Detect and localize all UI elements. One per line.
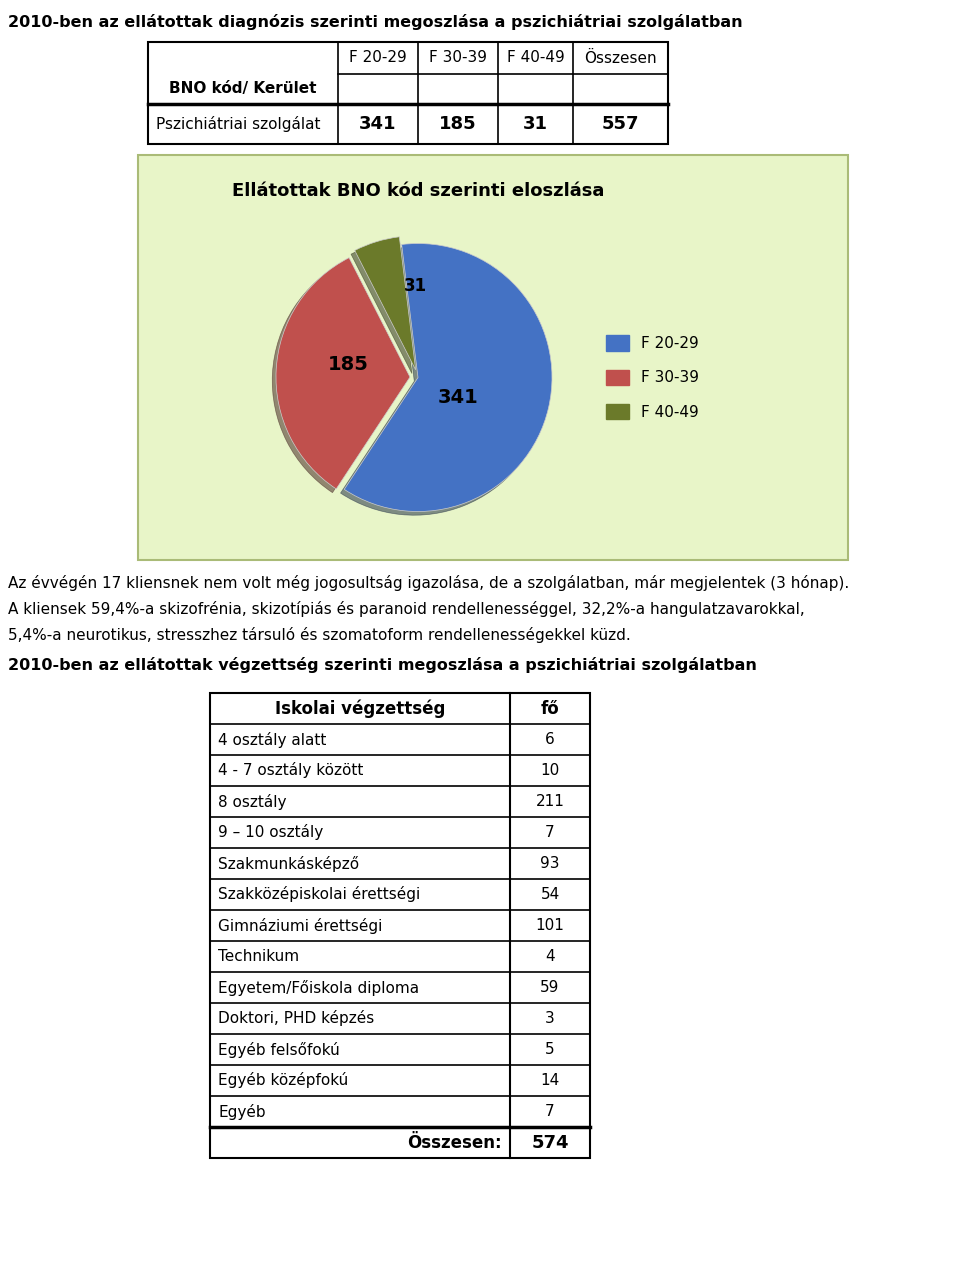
Text: 7: 7 [545,1103,555,1119]
Text: 185: 185 [328,355,369,374]
Text: Egyéb felsőfokú: Egyéb felsőfokú [218,1042,340,1057]
Text: 5,4%-a neurotikus, stresszhez társuló és szomatoform rendellenességekkel küzd.: 5,4%-a neurotikus, stresszhez társuló és… [8,628,631,643]
Text: 7: 7 [545,826,555,840]
Text: Egyetem/Főiskola diploma: Egyetem/Főiskola diploma [218,980,420,995]
Text: 14: 14 [540,1073,560,1088]
Text: 9 – 10 osztály: 9 – 10 osztály [218,824,324,841]
Text: 93: 93 [540,856,560,871]
Text: 2010-ben az ellátottak diagnózis szerinti megoszlása a pszichiátriai szolgálatba: 2010-ben az ellátottak diagnózis szerint… [8,14,743,30]
Wedge shape [276,257,410,489]
Text: 8 osztály: 8 osztály [218,793,286,809]
Text: Doktori, PHD képzés: Doktori, PHD képzés [218,1011,374,1026]
Text: 4 - 7 osztály között: 4 - 7 osztály között [218,763,364,778]
Text: fő: fő [540,700,560,718]
Bar [210,693,590,1157]
Text: Technikum: Technikum [218,949,300,964]
Text: 31: 31 [404,278,427,296]
Text: Egyéb: Egyéb [218,1103,266,1120]
Text: 557: 557 [602,114,639,132]
Text: Szakközépiskolai érettségi: Szakközépiskolai érettségi [218,886,420,903]
Text: 574: 574 [531,1133,568,1151]
Text: Szakmunkásképző: Szakmunkásképző [218,855,359,872]
Text: 101: 101 [536,918,564,934]
Text: BNO kód/ Kerület: BNO kód/ Kerület [169,81,317,96]
Bar [138,156,848,559]
Text: F 20-29: F 20-29 [349,50,407,66]
Text: A kliensek 59,4%-a skizofrénia, skizotípiás és paranoid rendellenességgel, 32,2%: A kliensek 59,4%-a skizofrénia, skizotíp… [8,601,804,617]
Text: Összesen: Összesen [585,50,657,66]
Text: F 30-39: F 30-39 [429,50,487,66]
Bar [148,42,668,144]
Text: Az évvégén 17 kliensnek nem volt még jogosultság igazolása, de a szolgálatban, m: Az évvégén 17 kliensnek nem volt még jog… [8,575,850,592]
Text: 185: 185 [439,114,477,132]
Title: Ellátottak BNO kód szerinti eloszlása: Ellátottak BNO kód szerinti eloszlása [231,183,604,201]
Text: Összesen:: Összesen: [407,1133,502,1151]
Text: 4: 4 [545,949,555,964]
Legend: F 20-29, F 30-39, F 40-49: F 20-29, F 30-39, F 40-49 [600,329,706,426]
Text: 341: 341 [438,388,479,408]
Text: 6: 6 [545,732,555,747]
Text: 2010-ben az ellátottak végzettség szerinti megoszlása a pszichiátriai szolgálatb: 2010-ben az ellátottak végzettség szerin… [8,657,756,673]
Text: 31: 31 [523,114,548,132]
Text: 10: 10 [540,763,560,778]
Text: Egyéb középfokú: Egyéb középfokú [218,1073,348,1088]
Text: 4 osztály alatt: 4 osztály alatt [218,732,326,747]
Wedge shape [345,243,552,512]
Text: 341: 341 [359,114,396,132]
Wedge shape [355,237,416,370]
Text: 211: 211 [536,793,564,809]
Text: 3: 3 [545,1011,555,1026]
Text: Gimnáziumi érettségi: Gimnáziumi érettségi [218,917,382,934]
Text: Pszichiátriai szolgálat: Pszichiátriai szolgálat [156,116,321,132]
Text: 54: 54 [540,887,560,901]
Text: Iskolai végzettség: Iskolai végzettség [275,700,445,718]
Text: F 40-49: F 40-49 [507,50,564,66]
Text: 59: 59 [540,980,560,995]
Text: 5: 5 [545,1042,555,1057]
